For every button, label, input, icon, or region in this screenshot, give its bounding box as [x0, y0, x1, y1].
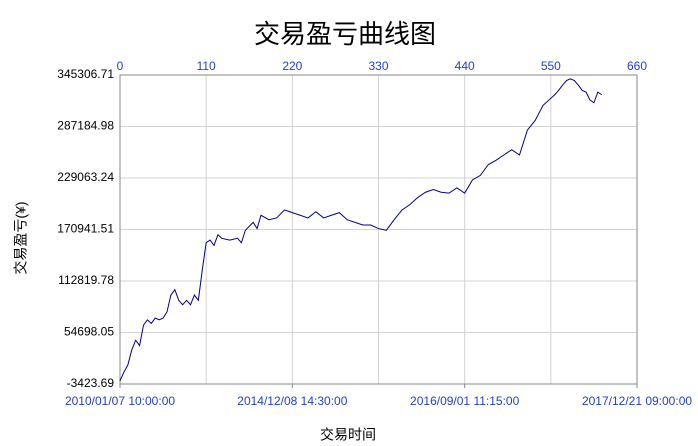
x-tick-label: 660 [627, 59, 647, 73]
y-tick-label: 345306.71 [57, 67, 114, 81]
y-tick-label: 229063.24 [57, 170, 114, 184]
y-tick-label: 54698.05 [64, 325, 114, 339]
plot-frame [119, 74, 638, 385]
x-tick-label: 0 [117, 59, 124, 73]
x2-tick-label: 2010/01/07 10:00:00 [65, 394, 175, 408]
y-axis-label: 交易盈亏(¥) [13, 201, 29, 274]
y-tick-label: -3423.69 [67, 376, 115, 390]
data-line [119, 78, 603, 382]
y-tick-label: 287184.98 [57, 119, 114, 133]
x2-tick-label: 2016/09/01 11:15:00 [410, 394, 520, 408]
y-tick-label: 112819.78 [58, 273, 114, 287]
x-tick-label: 110 [197, 59, 216, 73]
x2-tick-label: 2017/12/21 09:00:00 [582, 394, 692, 408]
x-tick-label: 220 [282, 59, 302, 73]
chart-title: 交易盈亏曲线图 [254, 19, 436, 49]
x-tick-label: 440 [455, 59, 475, 73]
x2-tick-label: 2014/12/08 14:30:00 [237, 394, 347, 408]
x-tick-label: 550 [541, 59, 561, 73]
x-axis-label: 交易时间 [320, 427, 376, 443]
y-tick-label: 170941.51 [57, 222, 114, 236]
x-tick-label: 330 [368, 59, 388, 73]
